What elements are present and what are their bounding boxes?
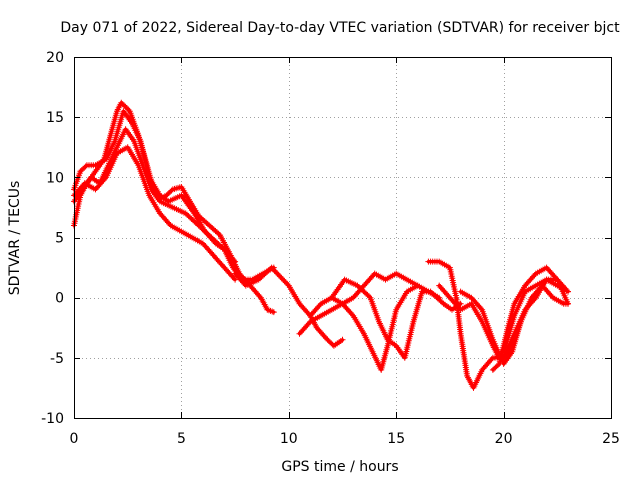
series-track-m bbox=[500, 276, 571, 361]
x-tick-label: 15 bbox=[387, 431, 405, 447]
y-tick-label: 5 bbox=[55, 231, 64, 247]
x-tick-label: 20 bbox=[495, 431, 513, 447]
series-markers bbox=[500, 276, 571, 361]
y-tick-label: 0 bbox=[55, 291, 64, 307]
series-markers bbox=[457, 282, 571, 367]
series-track-e bbox=[232, 264, 346, 349]
series-trace bbox=[72, 109, 276, 282]
y-tick-label: -5 bbox=[50, 351, 64, 367]
y-tick-label: -10 bbox=[41, 411, 64, 427]
chart-title: Day 071 of 2022, Sidereal Day-to-day VTE… bbox=[60, 20, 620, 36]
series-trace bbox=[426, 260, 523, 390]
series-track-c bbox=[71, 126, 239, 265]
series-markers bbox=[328, 276, 464, 361]
series-track-b bbox=[71, 108, 277, 283]
y-axis-tick-labels: -10 -5 0 5 10 15 20 bbox=[41, 50, 64, 427]
x-axis-tick-labels: 0 5 10 15 20 25 bbox=[70, 431, 620, 447]
grid-lines bbox=[74, 57, 611, 418]
y-tick-label: 10 bbox=[46, 170, 64, 186]
y-tick-label: 20 bbox=[46, 50, 64, 66]
y-axis-label: SDTVAR / TECUs bbox=[7, 181, 23, 296]
series-markers bbox=[232, 264, 346, 349]
series-trace bbox=[330, 278, 463, 360]
x-tick-label: 0 bbox=[70, 431, 79, 447]
x-tick-label: 10 bbox=[280, 431, 298, 447]
series-track-l bbox=[457, 282, 571, 367]
series-markers bbox=[71, 108, 277, 283]
axis-ticks bbox=[74, 57, 612, 419]
y-tick-label: 15 bbox=[46, 110, 64, 126]
series-track-g bbox=[307, 282, 421, 373]
series-track-h bbox=[328, 276, 464, 361]
x-axis-label: GPS time / hours bbox=[281, 459, 398, 475]
x-tick-label: 5 bbox=[177, 431, 186, 447]
x-tick-label: 25 bbox=[602, 431, 620, 447]
data-series bbox=[71, 99, 571, 391]
series-markers bbox=[307, 282, 421, 373]
